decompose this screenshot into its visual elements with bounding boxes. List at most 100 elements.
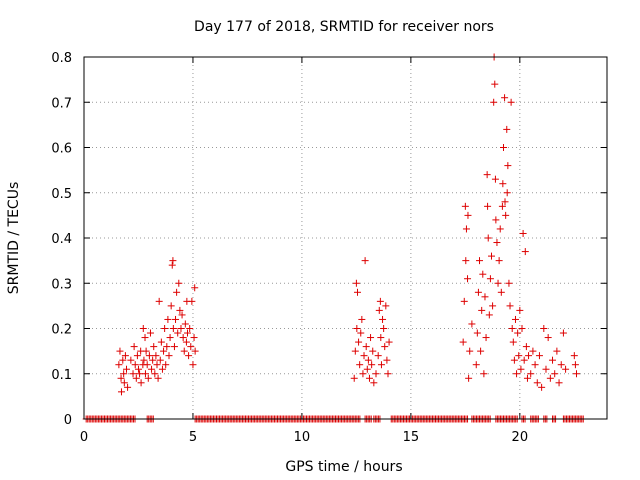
data-point — [360, 352, 368, 360]
x-tick-label: 10 — [294, 430, 311, 445]
data-point — [377, 361, 385, 369]
data-point — [479, 270, 487, 278]
data-point — [499, 180, 507, 188]
data-point — [115, 361, 123, 369]
data-point — [514, 329, 522, 337]
data-point — [358, 315, 366, 323]
data-point — [116, 347, 124, 355]
data-point — [166, 334, 174, 342]
data-point — [173, 288, 181, 296]
data-point — [156, 356, 164, 364]
data-point — [184, 329, 192, 337]
data-point — [535, 352, 543, 360]
data-point — [385, 338, 393, 346]
data-point — [181, 320, 189, 328]
data-point — [460, 297, 468, 305]
data-point — [468, 320, 476, 328]
data-point — [141, 334, 149, 342]
data-point — [529, 347, 537, 355]
data-point — [464, 275, 472, 283]
data-point — [374, 352, 382, 360]
data-point — [484, 202, 492, 210]
data-point — [481, 293, 489, 301]
data-point — [368, 361, 376, 369]
data-point — [146, 329, 154, 337]
data-point — [365, 374, 373, 382]
data-point — [142, 347, 150, 355]
data-point — [379, 315, 387, 323]
data-point — [170, 343, 178, 351]
data-point — [150, 343, 158, 351]
data-point — [151, 370, 159, 378]
data-point — [466, 347, 474, 355]
data-point — [139, 325, 147, 332]
data-point — [162, 361, 170, 369]
data-point — [473, 329, 481, 337]
data-point — [167, 302, 175, 310]
data-point — [381, 343, 389, 351]
x-axis-title: GPS time / hours — [285, 459, 402, 475]
data-point — [376, 297, 384, 305]
data-point — [168, 261, 176, 269]
data-point — [357, 329, 365, 337]
data-point — [161, 325, 169, 332]
data-point — [148, 365, 156, 373]
y-tick-label: 0.4 — [51, 232, 72, 247]
data-point — [522, 343, 530, 351]
data-point — [172, 315, 180, 323]
data-point — [501, 198, 509, 206]
data-point — [130, 343, 138, 351]
data-point — [384, 370, 392, 378]
data-point — [154, 374, 162, 382]
data-point — [191, 284, 199, 292]
data-point — [179, 334, 187, 342]
data-point — [465, 374, 473, 382]
data-point — [120, 370, 128, 378]
data-point — [516, 306, 524, 314]
data-point — [498, 202, 506, 210]
data-point — [136, 370, 144, 378]
data-point — [377, 334, 385, 342]
data-point — [367, 334, 375, 342]
data-point — [143, 361, 151, 369]
data-point — [513, 370, 521, 378]
data-point — [160, 347, 168, 355]
data-point — [372, 370, 380, 378]
data-point — [557, 361, 565, 369]
data-point — [191, 347, 199, 355]
data-point — [504, 162, 512, 170]
data-point — [127, 356, 135, 364]
data-point — [117, 374, 125, 382]
data-point — [538, 383, 546, 391]
data-point — [525, 352, 533, 360]
data-point — [507, 98, 515, 106]
data-point — [476, 257, 484, 265]
data-point — [121, 352, 129, 360]
data-point — [355, 338, 363, 346]
data-point — [488, 252, 496, 260]
y-tick-label: 0.7 — [51, 96, 72, 111]
data-point — [169, 325, 177, 332]
data-point — [570, 352, 578, 360]
data-point — [511, 315, 519, 323]
data-point — [369, 347, 377, 355]
data-point — [485, 311, 493, 319]
data-point — [491, 80, 499, 88]
y-tick-label: 0.8 — [51, 51, 72, 66]
data-point — [490, 98, 498, 106]
data-point — [480, 370, 488, 378]
data-point — [364, 356, 372, 364]
data-point — [353, 325, 361, 332]
data-point — [521, 248, 529, 256]
data-point — [352, 279, 360, 287]
data-point — [499, 144, 507, 151]
data-point — [555, 379, 563, 387]
data-point — [129, 370, 137, 378]
data-point — [361, 257, 369, 265]
data-point — [531, 361, 539, 369]
data-point — [505, 279, 513, 287]
data-point — [187, 343, 195, 351]
data-point — [509, 338, 517, 346]
y-axis-title: SRMTID / TECUs — [6, 182, 22, 295]
data-point — [363, 365, 371, 373]
